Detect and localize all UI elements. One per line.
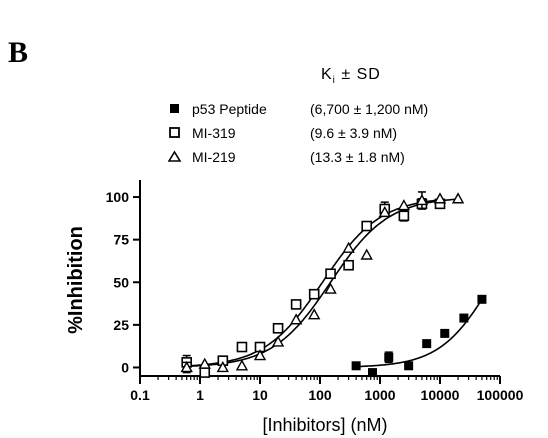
data-point — [397, 199, 411, 211]
data-point — [271, 335, 285, 347]
y-tick-label: 0 — [121, 359, 129, 375]
legend-header: Ki ± SD — [321, 66, 381, 86]
fit-curve — [186, 199, 441, 367]
panel-label: B — [8, 36, 29, 69]
x-tick-label: 10 — [252, 387, 268, 403]
data-point — [307, 308, 321, 320]
data-point — [342, 241, 355, 253]
data-point — [360, 248, 373, 260]
y-tick-label: 25 — [113, 317, 129, 333]
data-point — [384, 352, 394, 362]
y-tick-label: 50 — [113, 274, 129, 290]
y-axis-title: %Inhibition — [65, 226, 87, 334]
fit-curve — [356, 298, 483, 368]
data-point — [440, 328, 450, 338]
x-tick-label: 1000 — [364, 387, 395, 403]
legend-label: p53 Peptide — [192, 101, 267, 117]
x-tick-label: 10000 — [421, 387, 460, 403]
x-tick-label: 0.1 — [130, 387, 150, 403]
data-point — [415, 194, 429, 206]
data-point — [199, 367, 211, 378]
data-point — [422, 339, 432, 349]
data-point — [404, 361, 414, 371]
data-point — [198, 357, 211, 369]
data-point — [290, 299, 302, 310]
x-tick-label: 100000 — [477, 387, 524, 403]
data-point — [378, 205, 391, 218]
data-point — [351, 361, 361, 371]
data-point — [216, 361, 230, 373]
legend-header-k: K — [321, 66, 333, 83]
data-point — [272, 322, 284, 334]
data-point — [477, 294, 487, 304]
data-point — [433, 192, 447, 204]
y-tick-label: 100 — [106, 189, 130, 205]
data-point — [368, 368, 378, 378]
filled-square-marker-icon — [170, 104, 179, 113]
legend-ki-value: (13.3 ± 1.8 nM) — [310, 149, 405, 165]
data-point — [361, 220, 372, 232]
x-tick-label: 100 — [308, 387, 332, 403]
open-square-marker-icon — [169, 127, 180, 138]
fit-curve — [186, 198, 459, 368]
open-triangle-marker-icon — [168, 150, 182, 162]
x-tick-label: 1 — [196, 387, 204, 403]
data-point — [308, 288, 320, 300]
data-point — [324, 282, 337, 294]
data-point — [289, 313, 303, 325]
legend-header-subscript: i — [332, 75, 336, 87]
legend-header-suffix: ± SD — [335, 66, 381, 83]
data-point — [236, 341, 248, 353]
legend-ki-value: (9.6 ± 3.9 nM) — [310, 125, 398, 141]
legend-label: MI-319 — [192, 125, 236, 141]
data-point — [459, 313, 469, 323]
data-point — [343, 259, 354, 271]
legend-ki-value: (6,700 ± 1,200 nM) — [310, 101, 429, 117]
data-point — [451, 192, 465, 204]
data-point — [253, 349, 267, 361]
legend-label: MI-219 — [192, 149, 236, 165]
x-axis-title: [Inhibitors] (nM) — [262, 415, 387, 435]
data-point — [325, 268, 336, 280]
y-tick-label: 75 — [113, 232, 129, 248]
data-point — [235, 359, 249, 371]
data-point — [398, 210, 410, 222]
data-point — [180, 361, 193, 373]
